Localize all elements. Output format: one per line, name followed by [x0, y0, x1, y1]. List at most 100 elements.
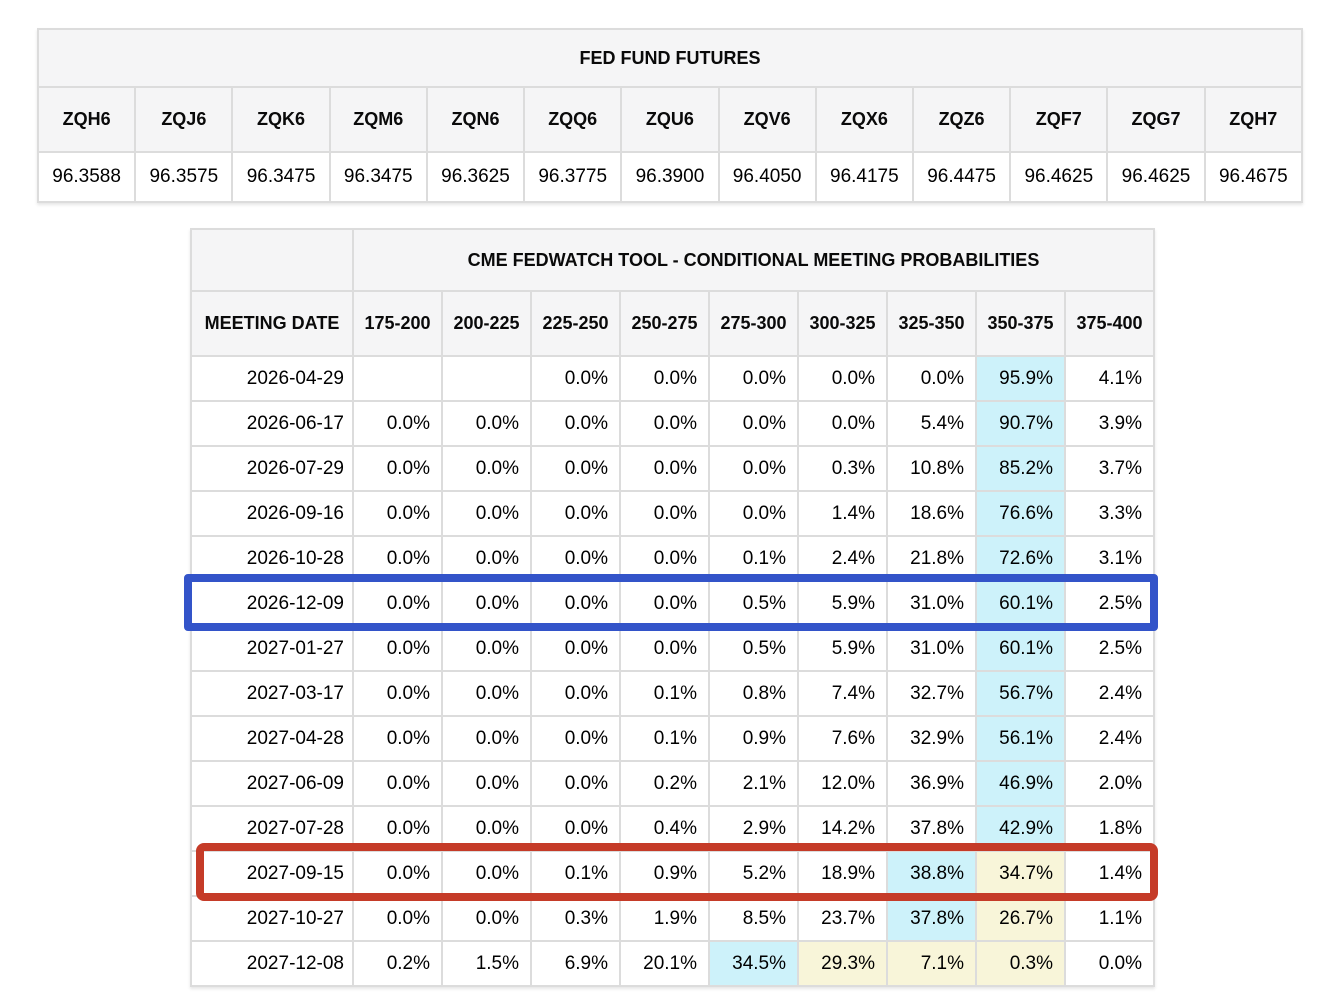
- meeting-row: 2027-10-27 0.0% 0.0% 0.3% 1.9% 8.5% 23.7% 37.8%…: [190, 895, 1155, 942]
- meeting-row: 2027-04-28 0.0% 0.0% 0.0% 0.1% 0.9% 7.6% 32.9% 5…: [190, 715, 1155, 762]
- probability-cell: 90.7%: [975, 400, 1066, 447]
- contract-price: 96.4675: [1203, 151, 1304, 203]
- probability-cell: 5.4%: [886, 400, 977, 447]
- probability-cell: 95.9%: [975, 355, 1066, 402]
- contract-header: ZQM6: [328, 86, 428, 153]
- probability-cell: 0.0%: [352, 895, 443, 942]
- meeting-date-header: MEETING DATE: [190, 290, 354, 357]
- meeting-date-cell: 2026-10-28: [190, 535, 354, 582]
- contract-price: 96.4175: [814, 151, 914, 203]
- rate-range-header: 200-225: [441, 290, 532, 357]
- probability-cell: 3.1%: [1064, 535, 1155, 582]
- probability-cell: 56.1%: [975, 715, 1066, 762]
- meeting-date-cell: 2027-12-08: [190, 940, 354, 987]
- probability-cell: 20.1%: [619, 940, 710, 987]
- probability-cell: 14.2%: [797, 805, 888, 852]
- probability-cell: [352, 355, 443, 402]
- probability-cell: 0.0%: [530, 625, 621, 672]
- probability-cell: 0.0%: [352, 850, 443, 897]
- meeting-row: 2026-09-16 0.0% 0.0% 0.0% 0.0% 0.0% 1.4% 18.6% 7…: [190, 490, 1155, 537]
- probability-cell: 31.0%: [886, 580, 977, 627]
- contract-price: 96.4625: [1009, 151, 1109, 203]
- probability-cell: 34.7%: [975, 850, 1066, 897]
- probability-cell: 0.0%: [441, 850, 532, 897]
- contract-price: 96.3588: [36, 151, 137, 203]
- probability-cell: 7.6%: [797, 715, 888, 762]
- probability-cell: 7.1%: [886, 940, 977, 987]
- contract-header: ZQV6: [717, 86, 817, 153]
- rate-range-header: 250-275: [619, 290, 710, 357]
- rate-range-header: 325-350: [886, 290, 977, 357]
- probability-cell: 31.0%: [886, 625, 977, 672]
- probability-cell: 46.9%: [975, 760, 1066, 807]
- probability-cell: 37.8%: [886, 805, 977, 852]
- probability-cell: 42.9%: [975, 805, 1066, 852]
- probability-cell: 0.0%: [352, 400, 443, 447]
- probability-cell: 0.9%: [708, 715, 799, 762]
- meeting-date-cell: 2026-07-29: [190, 445, 354, 492]
- contract-header: ZQF7: [1009, 86, 1109, 153]
- meeting-row: 2026-06-17 0.0% 0.0% 0.0% 0.0% 0.0% 0.0% 5.4% 90…: [190, 400, 1155, 447]
- probability-cell: 1.4%: [797, 490, 888, 537]
- probability-cell: 0.0%: [441, 580, 532, 627]
- probability-cell: 2.9%: [708, 805, 799, 852]
- probability-cell: 0.0%: [530, 355, 621, 402]
- meeting-row: 2027-12-08 0.2% 1.5% 6.9% 20.1% 34.5% 29.3% 7.1…: [190, 940, 1155, 987]
- meeting-date-cell: 2027-03-17: [190, 670, 354, 717]
- probability-cell: 0.0%: [708, 355, 799, 402]
- probability-cell: 34.5%: [708, 940, 799, 987]
- probability-cell: 0.3%: [975, 940, 1066, 987]
- probability-cell: 0.0%: [619, 400, 710, 447]
- probability-cell: 5.9%: [797, 625, 888, 672]
- contract-header: ZQK6: [231, 86, 331, 153]
- meeting-row: 2026-10-28 0.0% 0.0% 0.0% 0.0% 0.1% 2.4% 21.8% 7…: [190, 535, 1155, 582]
- probability-cell: 0.0%: [352, 535, 443, 582]
- meeting-date-cell: 2027-09-15: [190, 850, 354, 897]
- probability-cell: 5.2%: [708, 850, 799, 897]
- probability-cell: 60.1%: [975, 580, 1066, 627]
- probability-cell: 1.8%: [1064, 805, 1155, 852]
- probability-cell: 2.5%: [1064, 580, 1155, 627]
- probability-cell: 0.0%: [352, 670, 443, 717]
- probability-cell: 0.0%: [619, 490, 710, 537]
- contract-price: 96.3475: [231, 151, 331, 203]
- meeting-date-cell: 2026-04-29: [190, 355, 354, 402]
- fedwatch-title-row: CME FEDWATCH TOOL - CONDITIONAL MEETING …: [190, 228, 1155, 292]
- probability-cell: 0.0%: [441, 760, 532, 807]
- contract-header: ZQG7: [1106, 86, 1206, 153]
- probability-cell: 0.1%: [619, 670, 710, 717]
- probability-cell: 0.5%: [708, 580, 799, 627]
- probability-cell: 0.0%: [886, 355, 977, 402]
- probability-cell: 0.0%: [797, 355, 888, 402]
- probability-cell: 56.7%: [975, 670, 1066, 717]
- probability-cell: 0.2%: [352, 940, 443, 987]
- probability-cell: 0.0%: [530, 445, 621, 492]
- probability-cell: 0.0%: [530, 760, 621, 807]
- probability-cell: 0.0%: [619, 355, 710, 402]
- probability-cell: 2.4%: [1064, 715, 1155, 762]
- contract-header: ZQQ6: [523, 86, 623, 153]
- probability-cell: 10.8%: [886, 445, 977, 492]
- meeting-date-cell: 2027-10-27: [190, 895, 354, 942]
- contract-header: ZQH6: [36, 86, 137, 153]
- probability-cell: 3.7%: [1064, 445, 1155, 492]
- fed-fund-futures-title: FED FUND FUTURES: [37, 28, 1303, 88]
- contract-price: 96.4625: [1106, 151, 1206, 203]
- probability-cell: 3.3%: [1064, 490, 1155, 537]
- meeting-date-cell: 2027-07-28: [190, 805, 354, 852]
- probability-cell: 0.0%: [530, 580, 621, 627]
- probability-cell: 0.3%: [530, 895, 621, 942]
- probability-cell: 29.3%: [797, 940, 888, 987]
- rate-range-header: 225-250: [530, 290, 621, 357]
- probability-cell: 0.0%: [441, 670, 532, 717]
- meeting-date-cell: 2026-12-09: [190, 580, 354, 627]
- meeting-row: 2027-09-15 0.0% 0.0% 0.1% 0.9% 5.2% 18.9% 38.8%…: [190, 850, 1155, 897]
- fed-fund-futures-title-row: FED FUND FUTURES: [37, 28, 1303, 88]
- probability-cell: 12.0%: [797, 760, 888, 807]
- fed-fund-futures-price-row: 96.3588 96.3575 96.3475 96.3475 96.3625 96.37…: [36, 151, 1304, 203]
- probability-cell: 0.1%: [708, 535, 799, 582]
- probability-cell: 32.9%: [886, 715, 977, 762]
- probability-cell: 0.0%: [352, 760, 443, 807]
- probability-cell: 2.4%: [797, 535, 888, 582]
